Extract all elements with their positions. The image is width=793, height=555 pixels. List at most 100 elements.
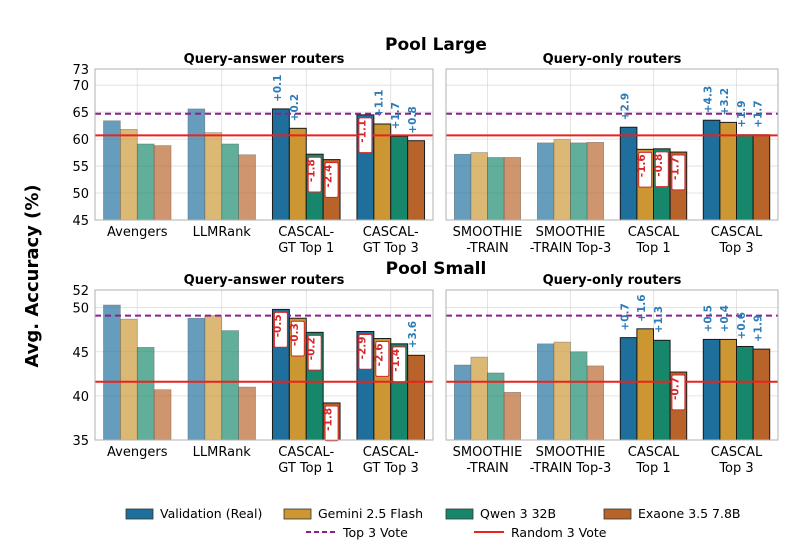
delta-label-positive: +1.1 (373, 90, 385, 117)
delta-label-positive: +2.9 (620, 93, 632, 120)
delta-label-negative: -0.7 (669, 377, 681, 400)
y-tick-label: 73 (72, 63, 89, 78)
delta-box (638, 151, 653, 188)
delta-box (392, 346, 407, 383)
bar-gemini (553, 341, 571, 441)
x-tick-label: -TRAIN (466, 241, 508, 256)
bar-gemini (204, 315, 223, 441)
x-tick-label: CASCAL (711, 445, 763, 460)
pool-large-title: Pool Large (385, 35, 487, 55)
bar-validation (536, 142, 555, 221)
x-tick-label: Top 1 (635, 461, 670, 476)
delta-label-positive: +1.7 (752, 100, 764, 127)
x-tick-label: CASCAL- (278, 445, 334, 460)
y-tick-label: 45 (72, 214, 89, 229)
delta-label-positive: +1.9 (736, 100, 748, 127)
panel-frame (94, 289, 434, 441)
x-tick-label: Top 3 (718, 461, 753, 476)
bar-validation (187, 317, 206, 441)
bar-validation (619, 126, 638, 221)
x-tick-label: SMOOTHIE (453, 445, 523, 460)
x-tick-label: Avengers (107, 225, 168, 240)
bar-gemini (719, 338, 738, 441)
delta-label-positive: +3.2 (719, 88, 731, 115)
x-tick-label: LLMRank (193, 225, 252, 240)
y-tick-label: 50 (72, 302, 89, 317)
bar-exaone (752, 134, 771, 221)
delta-box (671, 154, 686, 191)
panel-frame (94, 68, 434, 221)
bar-qwen (221, 330, 239, 441)
x-tick-label: -TRAIN Top-3 (530, 241, 611, 256)
panel-title: Query-answer routers (184, 273, 345, 288)
bar-gemini (373, 123, 392, 221)
bar-gemini (470, 356, 488, 441)
y-tick-label: 45 (72, 346, 89, 361)
legend-swatch-exaone (603, 508, 632, 520)
panel-2: Query-answer routers 35 40 45 50 52 Avengers LL… (72, 273, 434, 476)
panel-title: Query-only routers (543, 52, 682, 67)
delta-label-negative: -1.4 (390, 349, 402, 372)
bar-gemini (636, 328, 655, 441)
bar-qwen (570, 142, 588, 221)
bar-qwen (736, 345, 754, 441)
panel-3: Query-only routersSMOOTHIE-TRAINSMOOTHIE… (445, 273, 779, 476)
bar-exaone (407, 354, 426, 441)
x-tick-label: GT Top 3 (363, 241, 419, 256)
y-tick-label: 50 (72, 187, 89, 202)
y-tick-label: 40 (72, 390, 89, 405)
bar-qwen (136, 347, 155, 441)
bar-validation (702, 338, 721, 441)
delta-label-positive: +1.7 (390, 102, 402, 129)
bar-validation (453, 364, 472, 441)
bar-validation (453, 153, 472, 221)
bar-gemini (120, 318, 138, 441)
x-tick-label: GT Top 1 (278, 241, 334, 256)
y-tick-label: 70 (72, 79, 89, 94)
delta-label-positive: +0.8 (407, 106, 419, 133)
legend-label-gemini: Gemini 2.5 Flash (318, 506, 423, 521)
bar-exaone (153, 145, 172, 221)
bar-validation (187, 108, 206, 221)
legend-label-random3: Random 3 Vote (511, 525, 607, 540)
bar-qwen (390, 135, 409, 221)
delta-label-negative: -0.5 (272, 314, 284, 337)
bar-gemini (553, 139, 571, 221)
x-tick-label: GT Top 3 (363, 461, 419, 476)
bar-gemini (719, 121, 738, 221)
bar-exaone (407, 140, 426, 221)
bar-qwen (136, 143, 155, 221)
bar-exaone (238, 386, 256, 441)
bar-validation (536, 343, 555, 441)
bar-exaone (153, 389, 172, 441)
y-tick-label: 65 (72, 106, 89, 121)
bar-exaone (586, 142, 604, 221)
delta-box (290, 320, 305, 357)
panel-frame (445, 289, 779, 441)
bar-exaone (503, 157, 522, 221)
delta-label-positive: +0.7 (620, 303, 632, 330)
delta-label-negative: -2.9 (356, 336, 368, 359)
bar-gemini (470, 152, 488, 221)
bar-exaone (503, 392, 522, 441)
bar-qwen (487, 372, 505, 441)
panel-title: Query-only routers (543, 273, 682, 288)
delta-label-positive: +0.5 (703, 305, 715, 332)
delta-label-positive: +3.6 (407, 321, 419, 348)
legend-swatch-validation (125, 508, 154, 520)
delta-label-negative: -1.1 (356, 120, 368, 143)
legend-label-qwen: Qwen 3 32B (480, 506, 556, 521)
x-tick-label: -TRAIN (466, 461, 508, 476)
delta-label-negative: -1.8 (306, 159, 318, 182)
x-tick-label: CASCAL (711, 225, 763, 240)
bar-gemini (120, 129, 138, 221)
x-tick-label: CASCAL- (363, 225, 419, 240)
pool-small-title: Pool Small (386, 259, 487, 279)
x-tick-label: -TRAIN Top-3 (530, 461, 611, 476)
y-tick-label: 52 (72, 284, 89, 299)
x-tick-label: Avengers (107, 445, 168, 460)
x-tick-label: Top 1 (635, 241, 670, 256)
legend-label-top3: Top 3 Vote (342, 525, 408, 540)
